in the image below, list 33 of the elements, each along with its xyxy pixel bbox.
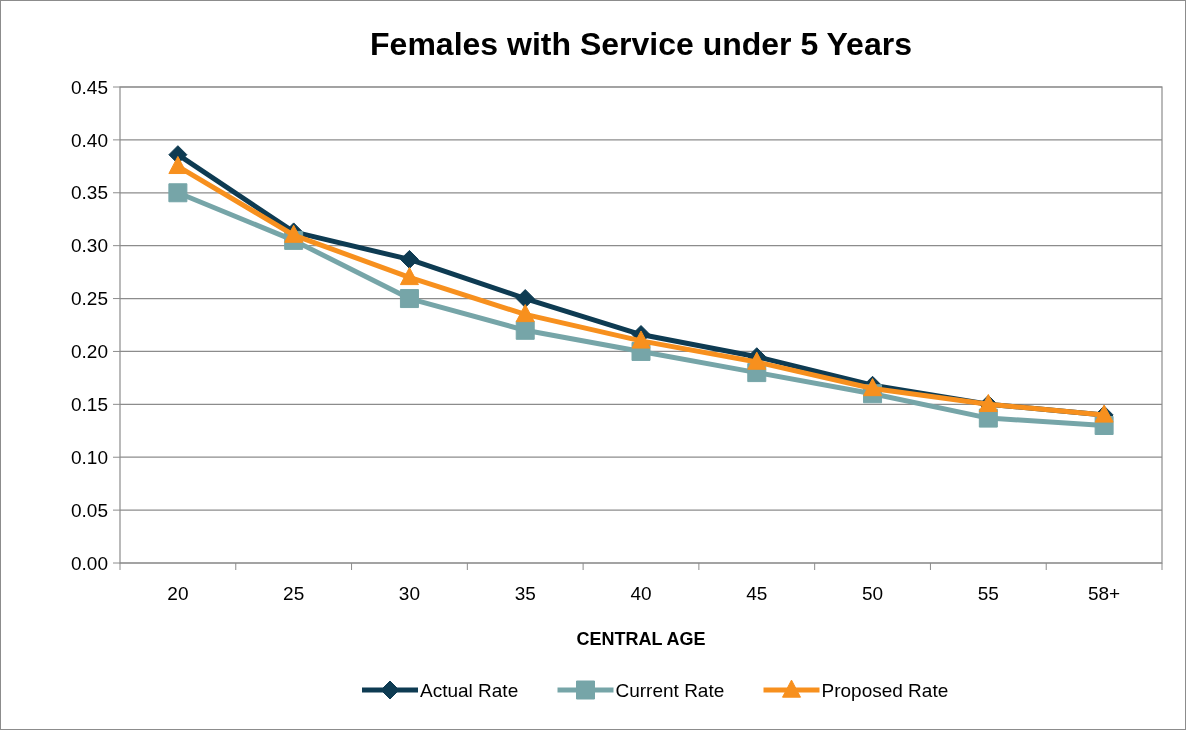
x-axis-title: CENTRAL AGE (576, 629, 706, 649)
point (399, 267, 419, 286)
x-tick-label: 25 (283, 583, 305, 604)
y-tick-label: 0.05 (71, 499, 108, 521)
y-tick-label: 0.00 (71, 552, 108, 574)
x-tick-label: 20 (167, 583, 189, 604)
x-tick-label: 58+ (1087, 583, 1121, 604)
point (515, 289, 535, 309)
point (515, 320, 535, 340)
legend-label: Current Rate (615, 679, 725, 701)
y-tick-label: 0.30 (71, 235, 108, 257)
legend-label: Actual Rate (420, 679, 519, 701)
y-tick-label: 0.45 (71, 76, 108, 98)
point (168, 155, 188, 175)
y-tick-label: 0.25 (71, 288, 108, 310)
x-tick-label: 45 (746, 583, 768, 604)
x-tick-label: 40 (630, 583, 652, 604)
point (168, 183, 188, 203)
legend-label: Proposed Rate (821, 679, 949, 701)
x-tick-label: 50 (861, 583, 884, 604)
point (399, 249, 419, 269)
x-tick-label: 35 (514, 583, 536, 604)
chart-title: Females with Service under 5 Years (370, 26, 912, 62)
y-tick-label: 0.10 (71, 446, 108, 468)
x-tick-label: 30 (398, 583, 421, 604)
y-tick-label: 0.35 (71, 182, 108, 204)
y-tick-label: 0.40 (71, 129, 108, 151)
y-tick-label: 0.20 (71, 341, 108, 363)
point (399, 289, 419, 309)
y-tick-label: 0.15 (71, 393, 108, 415)
point (515, 304, 535, 323)
point (631, 330, 651, 349)
x-tick-label: 55 (977, 583, 999, 604)
